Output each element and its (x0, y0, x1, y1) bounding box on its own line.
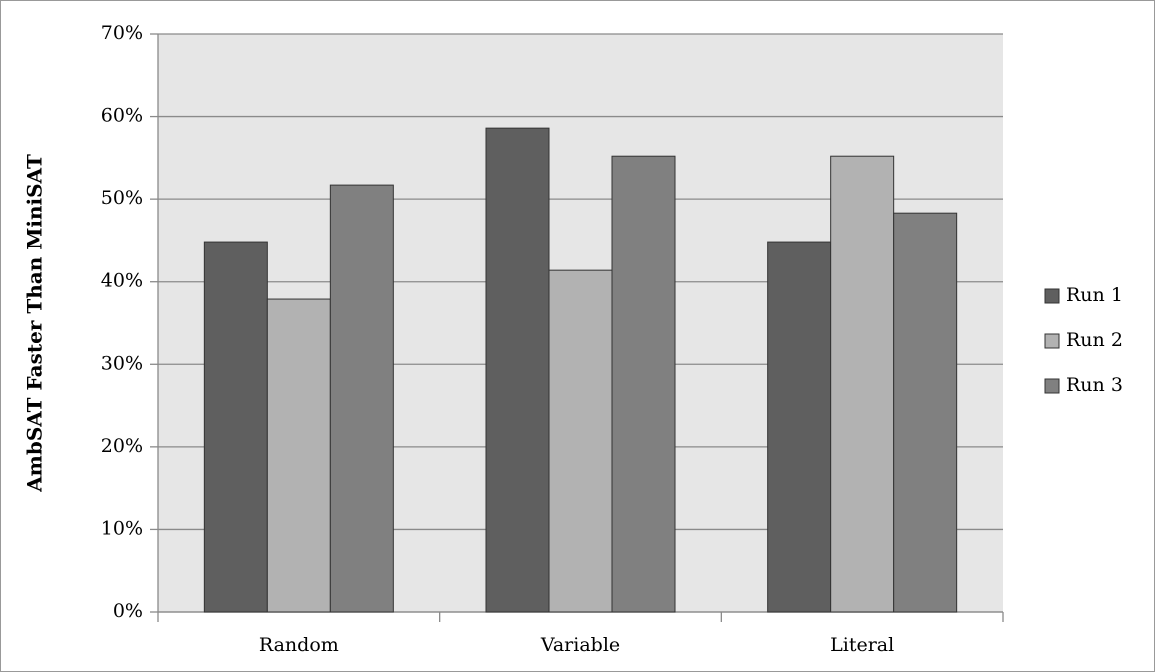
y-tick-label: 0% (113, 600, 143, 622)
y-axis-title: AmbSAT Faster Than MiniSAT (23, 154, 47, 493)
legend-swatch (1044, 378, 1060, 394)
y-tick-label: 30% (101, 352, 143, 374)
legend-swatch (1044, 288, 1060, 304)
legend-label: Run 2 (1066, 329, 1123, 351)
y-tick-label: 10% (101, 517, 143, 539)
y-tick-label: 50% (101, 187, 143, 209)
bar (329, 184, 394, 613)
legend-label: Run 3 (1066, 374, 1123, 396)
bar (767, 241, 832, 613)
x-tick-label: Random (259, 634, 339, 656)
x-tick-label: Variable (540, 634, 620, 656)
bar (266, 298, 331, 613)
bar (203, 241, 268, 613)
y-tick-label: 40% (101, 270, 143, 292)
y-tick-label: 60% (101, 105, 143, 127)
bar (611, 155, 676, 613)
y-tick-label: 20% (101, 435, 143, 457)
x-tick-label: Literal (830, 634, 894, 656)
bar (548, 269, 613, 613)
bar (485, 127, 550, 613)
legend-swatch (1044, 333, 1060, 349)
y-tick-label: 70% (101, 22, 143, 44)
bar (830, 155, 895, 613)
bar (893, 212, 958, 613)
legend-label: Run 1 (1066, 284, 1123, 306)
